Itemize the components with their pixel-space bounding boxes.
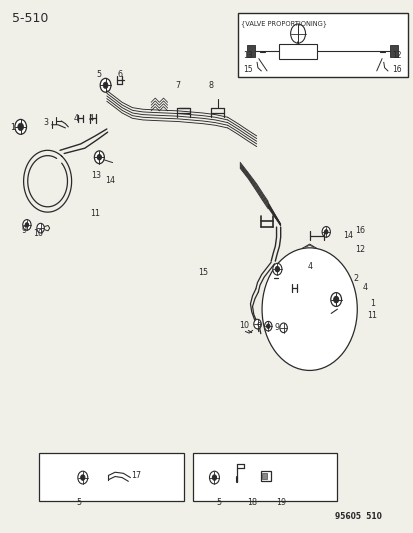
Text: 16: 16 — [392, 65, 401, 74]
Circle shape — [103, 82, 108, 88]
Text: 19: 19 — [276, 498, 286, 506]
Text: 11: 11 — [90, 209, 100, 217]
Text: 9: 9 — [274, 324, 279, 332]
Circle shape — [209, 471, 219, 484]
Bar — [237, 13, 407, 77]
Text: 15: 15 — [198, 269, 208, 277]
Circle shape — [15, 119, 26, 134]
Text: 15: 15 — [242, 65, 252, 74]
Text: 13: 13 — [91, 172, 101, 180]
Circle shape — [37, 223, 44, 233]
Circle shape — [261, 248, 356, 370]
Circle shape — [97, 155, 101, 160]
Circle shape — [266, 324, 269, 328]
Text: 4: 4 — [74, 114, 79, 123]
Circle shape — [290, 24, 305, 43]
Circle shape — [321, 227, 330, 237]
Text: 16: 16 — [354, 226, 364, 235]
Text: 5: 5 — [216, 498, 221, 506]
Circle shape — [78, 471, 88, 484]
Circle shape — [253, 319, 261, 329]
Text: 5: 5 — [97, 70, 102, 79]
Circle shape — [18, 123, 24, 131]
Circle shape — [212, 475, 216, 480]
Text: 1: 1 — [10, 124, 15, 132]
Bar — [247, 45, 254, 57]
Text: 10: 10 — [33, 229, 43, 238]
Bar — [279, 44, 316, 59]
Bar — [39, 453, 184, 501]
Text: 5: 5 — [76, 498, 81, 506]
Circle shape — [264, 321, 271, 331]
Text: 14: 14 — [104, 176, 114, 184]
Circle shape — [330, 293, 341, 306]
Text: 12: 12 — [354, 245, 364, 254]
Circle shape — [23, 220, 31, 230]
Bar — [260, 471, 271, 481]
Circle shape — [279, 323, 287, 333]
Circle shape — [25, 223, 28, 227]
Text: 95605  510: 95605 510 — [334, 512, 381, 521]
Text: 8: 8 — [208, 81, 213, 90]
Text: 1: 1 — [369, 300, 374, 308]
Bar — [192, 453, 337, 501]
Text: 14: 14 — [342, 231, 352, 240]
Circle shape — [324, 230, 327, 234]
Text: 4: 4 — [362, 284, 367, 292]
Text: 6: 6 — [117, 70, 122, 79]
Text: 2: 2 — [353, 274, 358, 282]
Text: 12: 12 — [392, 52, 401, 60]
Text: 18: 18 — [247, 498, 257, 506]
Text: 10: 10 — [239, 321, 249, 329]
Text: 17: 17 — [131, 471, 141, 480]
Text: 3: 3 — [43, 118, 48, 127]
Text: 11: 11 — [367, 311, 377, 320]
Text: 9: 9 — [21, 226, 26, 235]
Bar — [262, 473, 266, 479]
Text: {VALVE PROPORTIONING}: {VALVE PROPORTIONING} — [241, 20, 327, 27]
Text: 4: 4 — [88, 114, 93, 123]
Circle shape — [100, 78, 111, 92]
Text: 4: 4 — [307, 262, 312, 271]
Bar — [389, 45, 397, 57]
Circle shape — [94, 151, 104, 164]
Text: 5-510: 5-510 — [12, 12, 49, 25]
Text: 13: 13 — [242, 52, 252, 60]
Circle shape — [275, 266, 279, 272]
Text: 7: 7 — [175, 81, 180, 90]
Circle shape — [272, 263, 281, 275]
Circle shape — [81, 475, 85, 480]
Text: 9: 9 — [256, 322, 261, 330]
Circle shape — [333, 296, 338, 303]
